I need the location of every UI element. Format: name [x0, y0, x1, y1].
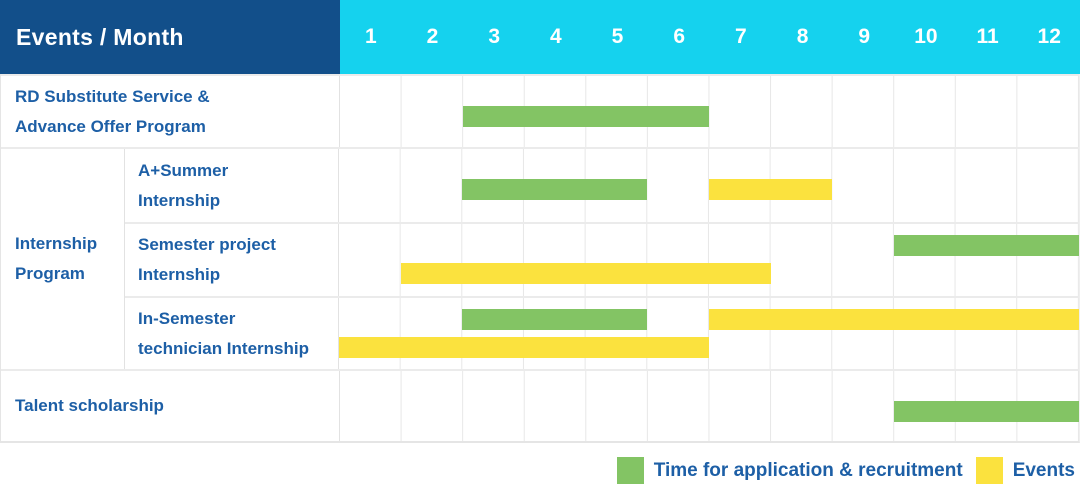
month-header-cell: 10 — [914, 25, 938, 48]
month-header-cell: 6 — [673, 25, 686, 48]
legend-item-application-recruitment: Time for application & recruitment — [616, 457, 963, 484]
row-label-rd-substitute: RD Substitute Service & Advance Offer Pr… — [1, 76, 340, 147]
chart-row-semester-project — [339, 224, 1079, 296]
application-recruitment-bar — [894, 235, 1079, 256]
events-bar — [709, 309, 1079, 330]
legend: Time for application & recruitment Event… — [0, 443, 1080, 494]
month-header-cell: 7 — [735, 25, 747, 48]
chart-row-a-plus-summer — [339, 149, 1079, 222]
table-row: In-Semester technician Internship — [125, 296, 1079, 369]
events-bar — [709, 179, 833, 200]
chart-row-talent-scholarship — [340, 371, 1079, 441]
application-recruitment-bar — [463, 106, 710, 127]
legend-label: Events — [1012, 459, 1075, 481]
application-recruitment-bar — [894, 401, 1079, 422]
row-label-semester-project: Semester project Internship — [125, 224, 339, 296]
events-bar — [400, 263, 771, 284]
month-header-cell: 1 — [364, 25, 377, 48]
month-header-cell: 11 — [976, 25, 999, 48]
month-header-cell: 4 — [550, 25, 562, 48]
gantt-schedule-table: Events / Month 1 2 3 4 5 6 7 8 9 10 11 1… — [0, 0, 1080, 443]
legend-item-events: Events — [975, 457, 1075, 484]
row-label-talent-scholarship: Talent scholarship — [1, 371, 340, 441]
application-recruitment-bar — [462, 309, 648, 330]
legend-label: Time for application & recruitment — [653, 459, 963, 481]
month-header-strip: 1 2 3 4 5 6 7 8 9 10 11 12 — [340, 0, 1080, 74]
events-month-header-cell: Events / Month — [0, 0, 340, 74]
group-label-internship-program: Internship Program — [1, 149, 125, 369]
header-row: Events / Month 1 2 3 4 5 6 7 8 9 10 11 1… — [0, 0, 1080, 74]
row-label-in-semester-technician: In-Semester technician Internship — [125, 298, 339, 369]
green-swatch-icon — [616, 457, 644, 484]
table-row: Talent scholarship — [1, 369, 1079, 441]
table-body: RD Substitute Service & Advance Offer Pr… — [0, 74, 1080, 443]
month-header-cell: 5 — [611, 25, 624, 48]
application-recruitment-bar — [462, 179, 648, 200]
table-row: RD Substitute Service & Advance Offer Pr… — [1, 74, 1079, 147]
month-header-cell: 8 — [796, 25, 809, 48]
chart-row-in-semester-technician — [339, 298, 1079, 369]
table-row: Semester project Internship — [125, 222, 1079, 296]
table-title: Events / Month — [16, 23, 184, 50]
events-bar — [339, 337, 709, 358]
month-header-cell: 2 — [426, 25, 439, 48]
internship-program-group: Internship Program A+Summer Internship S… — [1, 147, 1079, 369]
month-header-cell: 3 — [488, 25, 501, 48]
table-row: A+Summer Internship — [125, 149, 1079, 222]
chart-row-rd-substitute — [340, 76, 1079, 147]
row-label-a-plus-summer: A+Summer Internship — [125, 149, 339, 222]
yellow-swatch-icon — [975, 457, 1003, 484]
group-rows: A+Summer Internship Semester project Int… — [125, 149, 1079, 369]
month-header-cell: 9 — [858, 25, 871, 48]
month-header-cell: 12 — [1037, 25, 1061, 48]
